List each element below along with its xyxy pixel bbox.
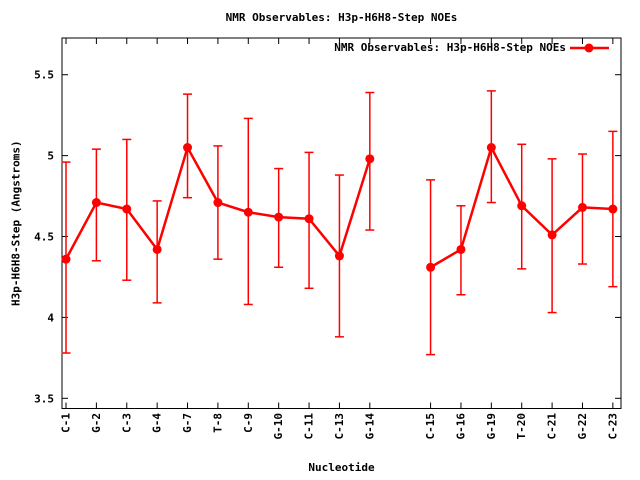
y-tick-label: 3.5 <box>34 392 54 405</box>
plot-border <box>61 37 622 409</box>
legend-marker <box>584 43 594 53</box>
data-point-G-19 <box>486 143 496 153</box>
x-tick-label-G-14: G-14 <box>363 413 376 440</box>
data-point-C-3 <box>122 204 132 214</box>
chart-title: NMR Observables: H3p-H6H8-Step NOEs <box>225 11 458 24</box>
y-tick-label: 4.5 <box>34 231 54 244</box>
x-tick-label-C-9: C-9 <box>242 413 255 433</box>
data-point-C-23 <box>608 204 618 214</box>
x-tick-label-C-3: C-3 <box>120 413 133 433</box>
data-point-G-16 <box>456 244 466 254</box>
data-point-T-8 <box>213 198 223 208</box>
x-axis-title: Nucleotide <box>308 461 375 474</box>
data-point-G-10 <box>274 212 284 222</box>
x-tick-label-G-22: G-22 <box>576 413 589 440</box>
x-tick-label-G-7: G-7 <box>181 413 194 433</box>
x-tick-label-G-2: G-2 <box>90 413 103 433</box>
data-point-G-4 <box>152 244 162 254</box>
y-axis-title: H3p-H6H8-Step (Angstroms) <box>9 140 23 307</box>
data-point-G-14 <box>365 154 375 164</box>
data-point-C-9 <box>243 207 253 217</box>
y-tick-label: 5.5 <box>34 69 54 82</box>
y-tick-label: 4 <box>47 311 54 324</box>
data-point-G-7 <box>183 143 193 153</box>
x-tick-label-T-8: T-8 <box>211 413 224 433</box>
x-tick-label-C-23: C-23 <box>606 413 619 440</box>
data-point-C-13 <box>334 251 344 261</box>
data-point-C-11 <box>304 214 314 224</box>
data-point-C-21 <box>547 230 557 240</box>
x-tick-label-T-20: T-20 <box>515 413 528 440</box>
x-tick-label-G-16: G-16 <box>454 413 467 440</box>
x-tick-label-C-15: C-15 <box>424 413 437 440</box>
x-tick-label-G-10: G-10 <box>272 413 285 440</box>
x-tick-label-C-11: C-11 <box>303 413 316 440</box>
x-tick-label-G-19: G-19 <box>485 413 498 440</box>
x-tick-label-C-13: C-13 <box>333 413 346 440</box>
data-point-G-2 <box>91 198 101 208</box>
x-tick-label-C-1: C-1 <box>60 413 73 433</box>
data-point-G-22 <box>577 202 587 212</box>
data-point-C-1 <box>61 254 71 264</box>
x-tick-label-C-21: C-21 <box>546 413 559 440</box>
data-point-C-15 <box>426 262 436 272</box>
y-tick-label: 5 <box>47 150 54 163</box>
data-point-T-20 <box>517 201 527 211</box>
legend-label: NMR Observables: H3p-H6H8-Step NOEs <box>334 41 566 54</box>
x-tick-label-G-4: G-4 <box>151 413 164 433</box>
